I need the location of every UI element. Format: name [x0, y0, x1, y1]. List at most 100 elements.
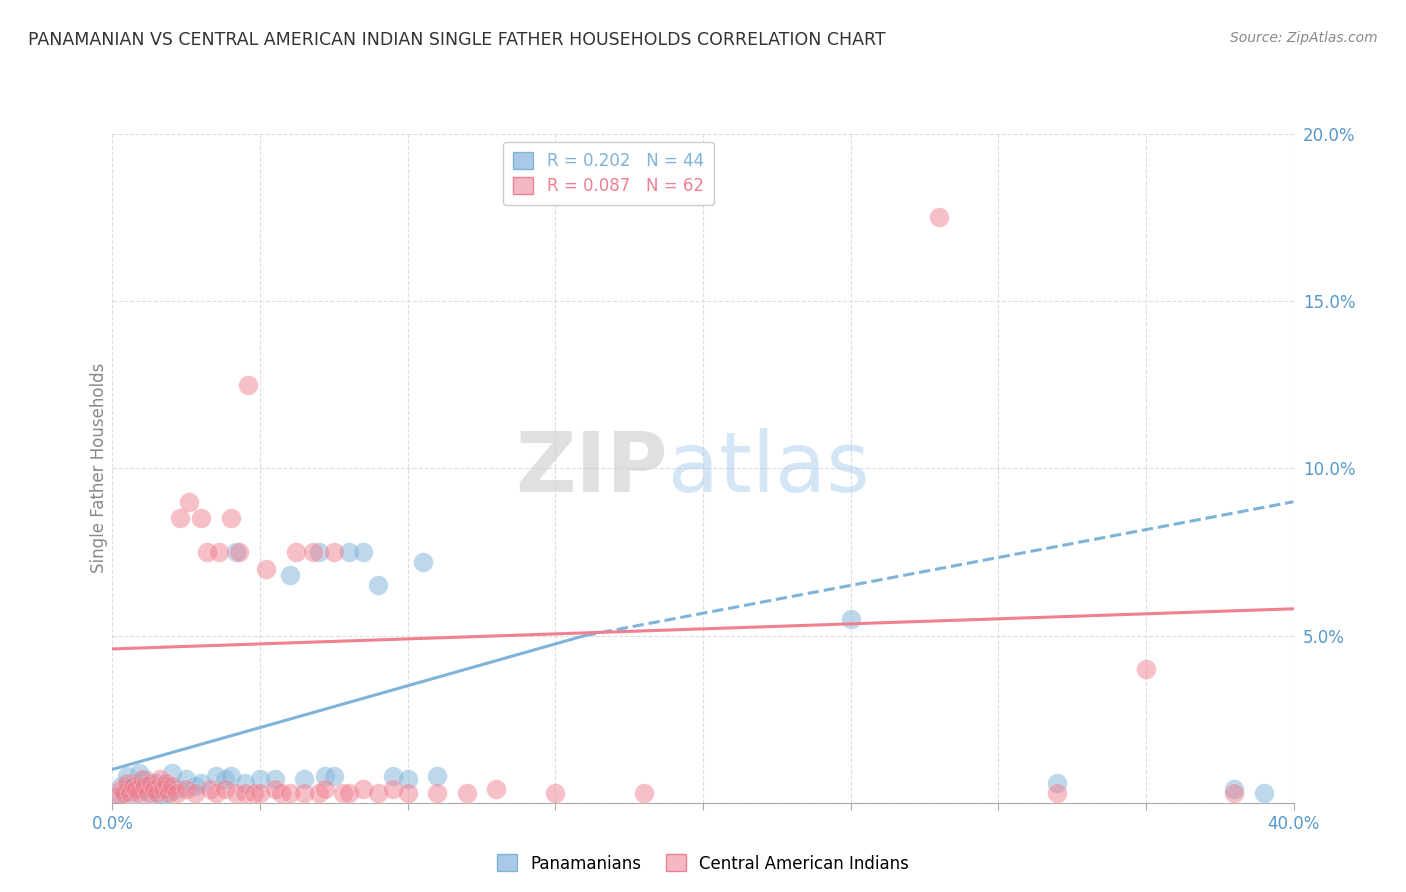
Point — [238, 377, 260, 392]
Point — [254, 562, 277, 576]
Point — [155, 775, 177, 790]
Point — [157, 786, 180, 800]
Point — [205, 769, 228, 783]
Point — [120, 786, 142, 800]
Point — [337, 545, 360, 559]
Text: PANAMANIAN VS CENTRAL AMERICAN INDIAN SINGLE FATHER HOUSEHOLDS CORRELATION CHART: PANAMANIAN VS CENTRAL AMERICAN INDIAN SI… — [28, 31, 886, 49]
Point — [128, 786, 150, 800]
Point — [302, 545, 325, 559]
Point — [233, 786, 256, 800]
Point — [107, 789, 129, 803]
Point — [337, 786, 360, 800]
Point — [166, 786, 188, 800]
Point — [278, 786, 301, 800]
Point — [110, 782, 132, 797]
Point — [314, 782, 336, 797]
Point — [160, 779, 183, 793]
Point — [125, 782, 148, 797]
Point — [184, 786, 207, 800]
Point — [1046, 775, 1069, 790]
Point — [367, 786, 389, 800]
Point — [485, 782, 508, 797]
Point — [1223, 786, 1246, 800]
Point — [112, 786, 135, 800]
Point — [323, 545, 346, 559]
Point — [160, 765, 183, 780]
Point — [179, 494, 201, 508]
Point — [1135, 662, 1157, 676]
Text: ZIP: ZIP — [515, 428, 668, 508]
Point — [382, 782, 405, 797]
Point — [149, 789, 172, 803]
Point — [1223, 782, 1246, 797]
Point — [839, 612, 862, 626]
Point — [136, 782, 159, 797]
Point — [195, 545, 218, 559]
Point — [120, 782, 142, 797]
Point — [544, 786, 567, 800]
Point — [117, 769, 138, 783]
Point — [928, 211, 950, 225]
Point — [278, 568, 301, 582]
Point — [284, 545, 307, 559]
Point — [292, 786, 315, 800]
Point — [382, 769, 405, 783]
Point — [174, 782, 197, 797]
Point — [633, 786, 655, 800]
Point — [208, 545, 231, 559]
Point — [190, 511, 212, 525]
Point — [142, 782, 165, 797]
Point — [184, 779, 207, 793]
Point — [292, 772, 315, 787]
Point — [146, 786, 169, 800]
Point — [190, 775, 212, 790]
Point — [214, 772, 236, 787]
Point — [152, 779, 174, 793]
Point — [249, 786, 271, 800]
Point — [456, 786, 478, 800]
Point — [134, 772, 156, 787]
Point — [122, 779, 145, 793]
Point — [205, 786, 228, 800]
Point — [169, 511, 191, 525]
Point — [112, 786, 135, 800]
Point — [110, 779, 132, 793]
Legend: R = 0.202   N = 44, R = 0.087   N = 62: R = 0.202 N = 44, R = 0.087 N = 62 — [503, 142, 714, 205]
Point — [125, 786, 148, 800]
Point — [136, 786, 159, 800]
Point — [134, 779, 156, 793]
Point — [117, 775, 138, 790]
Point — [396, 786, 419, 800]
Point — [225, 786, 247, 800]
Point — [426, 786, 449, 800]
Text: atlas: atlas — [668, 428, 869, 508]
Point — [139, 786, 162, 800]
Point — [270, 786, 292, 800]
Point — [174, 772, 197, 787]
Point — [107, 789, 129, 803]
Point — [233, 775, 256, 790]
Point — [225, 545, 247, 559]
Point — [264, 782, 287, 797]
Point — [314, 769, 336, 783]
Point — [128, 765, 150, 780]
Point — [152, 782, 174, 797]
Point — [214, 782, 236, 797]
Point — [166, 782, 188, 797]
Point — [139, 775, 162, 790]
Point — [411, 555, 433, 569]
Point — [131, 772, 153, 787]
Point — [264, 772, 287, 787]
Point — [219, 769, 242, 783]
Point — [323, 769, 346, 783]
Point — [426, 769, 449, 783]
Point — [146, 775, 169, 790]
Point — [149, 772, 172, 787]
Point — [219, 511, 242, 525]
Point — [352, 545, 374, 559]
Point — [396, 772, 419, 787]
Point — [198, 782, 221, 797]
Point — [308, 786, 330, 800]
Point — [367, 578, 389, 592]
Legend: Panamanians, Central American Indians: Panamanians, Central American Indians — [491, 847, 915, 880]
